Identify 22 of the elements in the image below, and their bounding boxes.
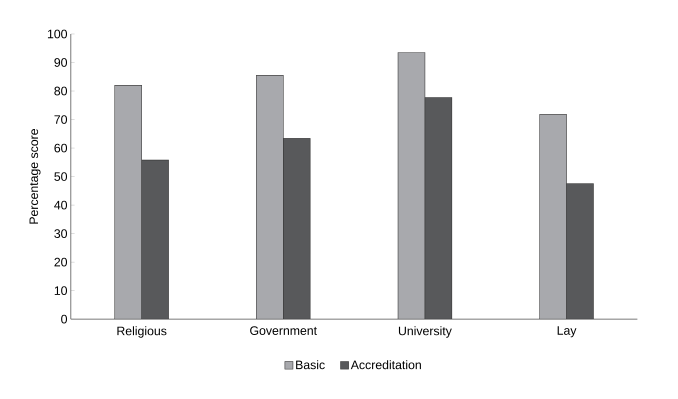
x-tick-label: Lay <box>558 326 576 338</box>
legend-label: Basic <box>296 360 325 370</box>
y-tick-label: 30 <box>54 229 68 238</box>
y-tick-label: 60 <box>54 144 68 152</box>
bar <box>114 84 142 319</box>
y-tick-label: 90 <box>54 58 68 67</box>
x-tick-label: Religious <box>117 326 166 338</box>
y-tick-label: 80 <box>54 86 68 96</box>
y-tick-label: 40 <box>54 200 68 210</box>
bar <box>398 52 426 319</box>
x-tick-label: University <box>398 326 452 338</box>
legend-label: Accreditation <box>350 360 421 370</box>
y-tick-label: 70 <box>54 114 68 124</box>
y-tick-label: 20 <box>54 258 68 266</box>
x-tick-label: Government <box>250 326 317 335</box>
y-tick-label: 0 <box>61 314 68 324</box>
bar <box>539 114 567 319</box>
y-tick-label: 100 <box>48 29 68 38</box>
y-tick-label: 10 <box>54 286 68 295</box>
y-tick-label: 50 <box>54 172 68 181</box>
y-axis-title: Percentage score <box>30 128 41 224</box>
bar <box>256 74 284 319</box>
